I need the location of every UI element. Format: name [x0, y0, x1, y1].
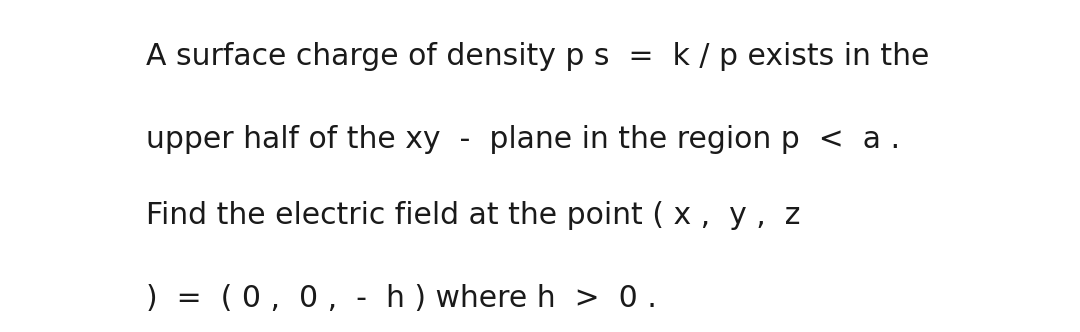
- Text: )  =  ( 0 ,  0 ,  -  h ) where h  >  0 .: ) = ( 0 , 0 , - h ) where h > 0 .: [146, 284, 657, 313]
- Text: A surface charge of density p s  =  k / p exists in the: A surface charge of density p s = k / p …: [146, 42, 929, 71]
- Text: Find the electric field at the point ( x ,  y ,  z: Find the electric field at the point ( x…: [146, 201, 800, 230]
- Text: upper half of the xy  -  plane in the region p  <  a .: upper half of the xy - plane in the regi…: [146, 125, 900, 154]
